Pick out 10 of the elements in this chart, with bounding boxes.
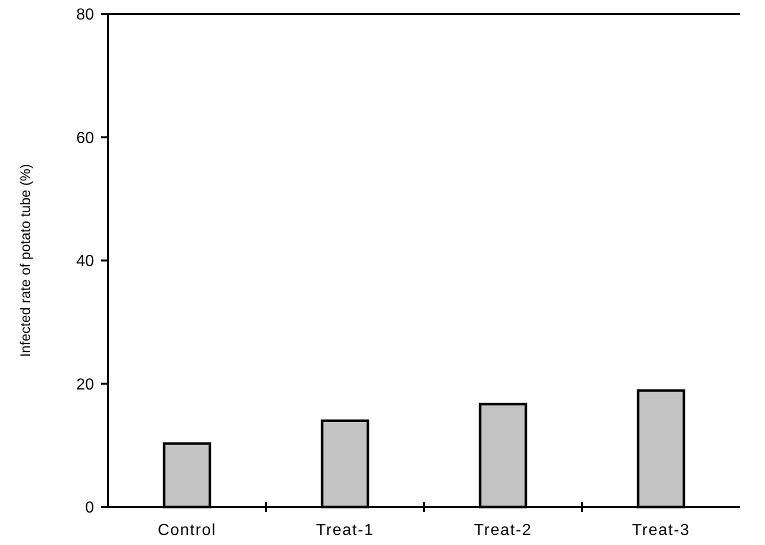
x-tick-label: Control — [158, 522, 216, 539]
x-tick-label: Treat-2 — [474, 522, 532, 539]
x-tick-label: Treat-1 — [316, 522, 374, 539]
y-tick-label: 40 — [76, 253, 94, 270]
x-tick-label: Treat-3 — [632, 522, 690, 539]
y-tick-label: 60 — [76, 130, 94, 147]
y-axis-title: Infected rate of potato tube (%) — [17, 164, 33, 358]
y-tick-label: 80 — [76, 6, 94, 24]
y-tick-label: 0 — [85, 500, 94, 517]
y-tick-label: 20 — [76, 376, 94, 394]
